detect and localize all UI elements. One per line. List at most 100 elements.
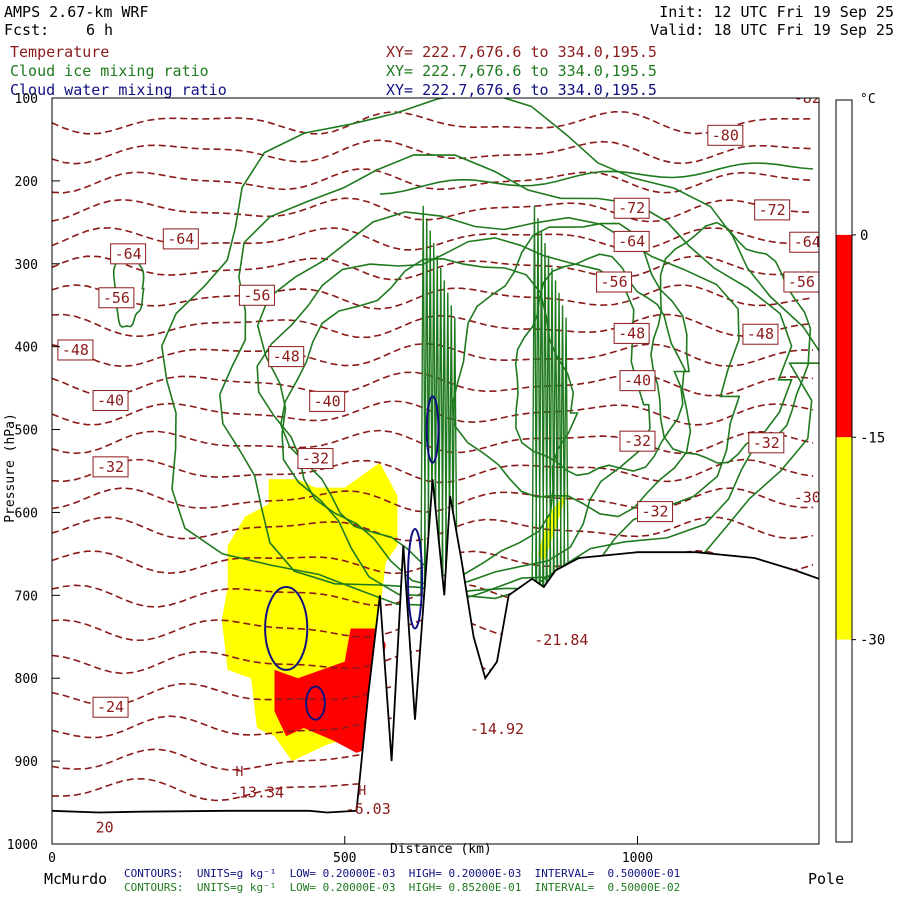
y-tick-label-5: 600 <box>15 506 38 521</box>
temperature-label-10: -56 <box>788 273 815 291</box>
temperature-label-16: -40 <box>97 392 124 410</box>
temperature-label-box-22 <box>748 432 785 454</box>
temperature-label-5: -64 <box>115 245 142 263</box>
y-tick-label-1: 200 <box>15 175 38 190</box>
y-tick-label-8: 900 <box>15 755 38 770</box>
right-endpoint-label: Pole <box>808 870 845 888</box>
temperature-label-box-21 <box>619 430 656 452</box>
high-marker-1: H <box>358 784 366 799</box>
chart-title: AMPS 2.67-km WRF <box>4 3 149 21</box>
temperature-label-box-15 <box>742 323 779 345</box>
temperature-label-box-9 <box>596 271 633 293</box>
temperature-label-box-4 <box>162 228 199 250</box>
temperature-label-box-2 <box>613 197 650 219</box>
init-time: Init: 12 UTC Fri 19 Sep 25 <box>659 3 894 21</box>
temperature-contour-0 <box>52 110 814 135</box>
forecast-value: 6 h <box>86 21 114 39</box>
cloud-ice-top-boundary <box>379 162 814 195</box>
colorbar-frame <box>835 99 853 843</box>
y-tick-label-2: 300 <box>15 258 38 273</box>
cloud-water-contour-1 <box>406 528 424 630</box>
temperature-label-2: -72 <box>618 199 645 217</box>
x-tick-label-1: 500 <box>333 851 356 866</box>
temperature-label-box-23 <box>637 501 674 523</box>
y-tick-label-0: 100 <box>15 92 38 107</box>
temperature-label-15: -48 <box>747 325 774 343</box>
temperature-contour-6 <box>52 284 814 310</box>
temperature-label-box-7 <box>789 231 819 253</box>
temperature-label-9: -56 <box>601 273 628 291</box>
valid-time: Valid: 18 UTC Fri 19 Sep 25 <box>650 21 894 39</box>
temperature-label-box-11 <box>238 284 275 306</box>
temperature-label-box-18 <box>619 370 656 392</box>
temperature-label-6: -64 <box>618 232 645 250</box>
temperature-label-box-3 <box>754 199 791 221</box>
temperature-label-19: -32 <box>97 458 124 476</box>
temperature-contour-7 <box>52 313 814 339</box>
colorbar-segment-0 <box>836 100 852 235</box>
temperature-contour-3 <box>52 197 814 223</box>
temperature-label-28: -13.34 <box>230 784 284 802</box>
temperature-label-7: -64 <box>794 233 821 251</box>
temperature-label-18: -40 <box>624 372 651 390</box>
temperature-label-box-20 <box>297 448 334 470</box>
temperature-label-4: -64 <box>167 230 194 248</box>
cloud-water-contour-2 <box>425 395 440 464</box>
temperature-label-17: -40 <box>314 392 341 410</box>
cloud-ice-spike-0-9 <box>451 317 458 612</box>
colorbar-tick-label-2: -30 <box>860 633 885 649</box>
legend-cloud-ice: Cloud ice mixing ratio <box>10 62 209 80</box>
temperature-label-21: -32 <box>624 432 651 450</box>
temperature-label-20: -32 <box>302 450 329 468</box>
temperature-label-box-19 <box>92 456 129 478</box>
legend-cloud-water: Cloud water mixing ratio <box>10 81 227 99</box>
x-tick-label-2: 1000 <box>622 851 653 866</box>
temperature-label-29: -6.03 <box>346 800 391 818</box>
plot-frame <box>51 97 820 845</box>
x-axis-title: Distance (km) <box>390 842 492 857</box>
temperature-label-23: -32 <box>642 503 669 521</box>
shaded-region-2 <box>274 628 386 753</box>
temperature-label-1: -82 <box>794 89 821 107</box>
left-endpoint-label: McMurdo <box>44 870 108 888</box>
temperature-label-22: -32 <box>753 434 780 452</box>
colorbar-segment-3 <box>836 639 852 842</box>
temperature-label-box-5 <box>110 243 147 265</box>
forecast-label: Fcst: <box>4 21 50 39</box>
temperature-label-8: -56 <box>103 289 130 307</box>
y-tick-label-6: 700 <box>15 589 38 604</box>
cloud-ice-contour-3 <box>256 237 651 589</box>
temperature-label-box-17 <box>309 390 346 412</box>
temperature-label-box-13 <box>268 346 305 368</box>
y-tick-label-9: 1000 <box>7 838 38 853</box>
cloud-ice-contour-6 <box>514 253 688 477</box>
y-tick-label-4: 500 <box>15 424 38 439</box>
colorbar-unit: °C <box>860 92 876 107</box>
cloud-ice-contour-7 <box>650 221 812 464</box>
temperature-contour-2 <box>52 168 814 194</box>
temperature-label-0: -80 <box>712 126 739 144</box>
temperature-contour-5 <box>52 255 814 281</box>
y-tick-label-3: 400 <box>15 341 38 356</box>
temperature-label-27: -14.92 <box>470 720 524 738</box>
temperature-label-3: -72 <box>759 201 786 219</box>
high-marker-0: H <box>235 765 243 780</box>
temperature-label-26: -21.84 <box>534 631 588 649</box>
terrain-fill <box>52 479 819 844</box>
temperature-label-box-14 <box>613 322 650 344</box>
temperature-label-30: 20 <box>96 818 114 836</box>
colorbar-tick-label-0: 0 <box>860 228 868 244</box>
legend-temperature-xy: XY= 222.7,676.6 to 334.0,195.5 <box>386 43 657 61</box>
temperature-label-11: -56 <box>243 286 270 304</box>
legend-temperature: Temperature <box>10 43 110 61</box>
contour-info-cloud-ice: CONTOURS: UNITS=g kg⁻¹ LOW= 0.20000E-03 … <box>124 881 681 894</box>
shaded-region-1 <box>537 491 568 563</box>
temperature-label-12: -48 <box>62 341 89 359</box>
legend-cloud-ice-xy: XY= 222.7,676.6 to 334.0,195.5 <box>386 62 657 80</box>
temperature-contour-1 <box>52 139 814 165</box>
terrain-line <box>52 479 819 814</box>
y-tick-label-7: 800 <box>15 672 38 687</box>
cloud-water-contour-0 <box>264 586 309 671</box>
temperature-label-box-0 <box>707 124 744 146</box>
y-axis-title: Pressure (hPa) <box>2 413 18 523</box>
